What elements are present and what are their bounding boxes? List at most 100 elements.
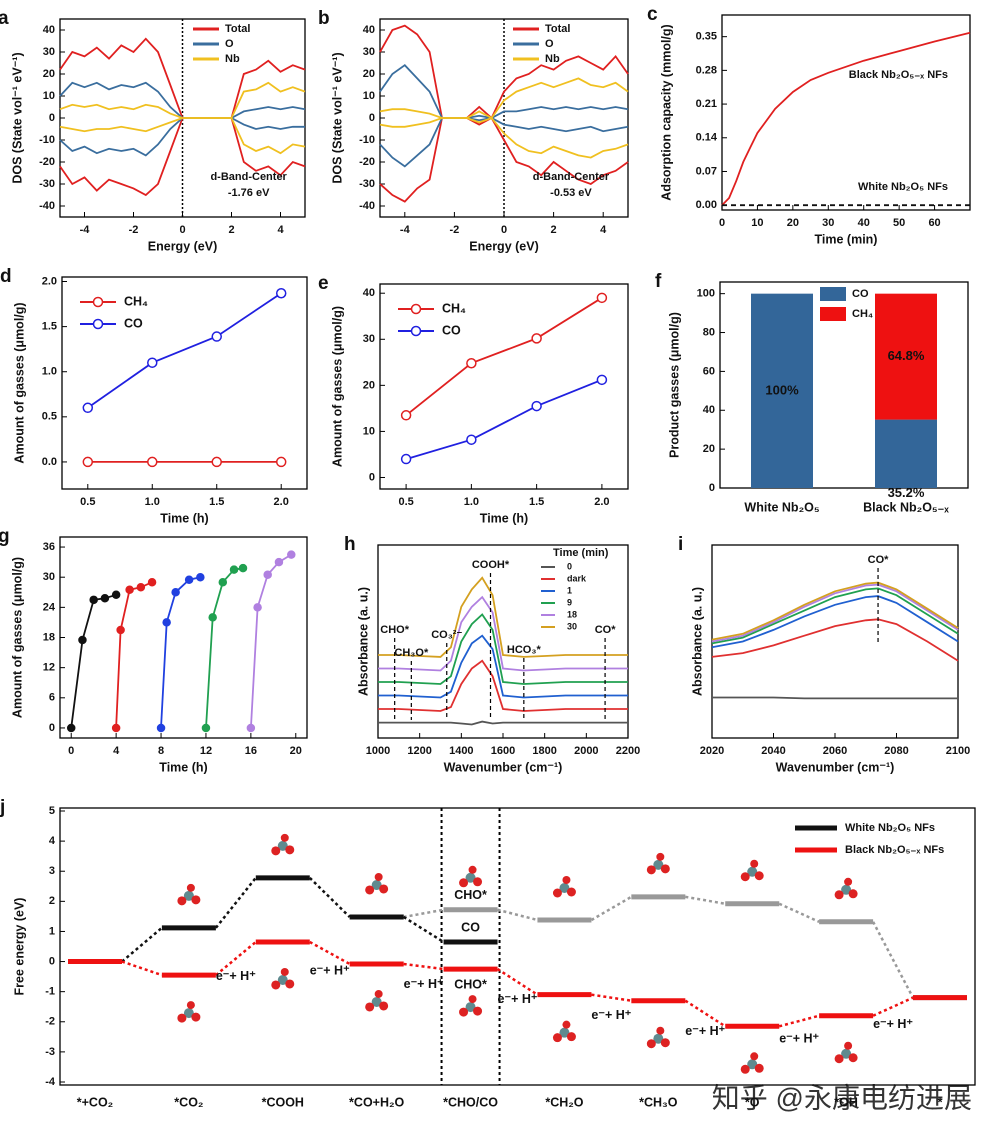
legend-label: CH₄ bbox=[442, 301, 466, 315]
atom bbox=[841, 884, 852, 895]
y-tick-label: 0.00 bbox=[696, 199, 717, 211]
data-point bbox=[274, 557, 284, 567]
y-tick-label: 10 bbox=[43, 90, 55, 102]
series-line bbox=[379, 24, 629, 120]
data-point bbox=[66, 723, 76, 733]
y-tick-label: 1.5 bbox=[42, 321, 57, 333]
series-line bbox=[378, 659, 628, 712]
series-line bbox=[378, 576, 628, 658]
x-tick-label: *CO₂ bbox=[174, 1095, 203, 1109]
atom bbox=[473, 1006, 483, 1016]
series-line bbox=[379, 77, 629, 120]
data-point bbox=[156, 723, 166, 733]
connector bbox=[215, 941, 257, 977]
y-tick-label: 100 bbox=[697, 288, 715, 300]
y-tick-label: 1 bbox=[49, 925, 55, 937]
x-axis-label: Energy (eV) bbox=[469, 239, 538, 253]
data-point bbox=[531, 333, 542, 344]
y-tick-label: 0.35 bbox=[696, 31, 717, 43]
y-tick-label: 0 bbox=[49, 722, 55, 734]
y-tick-label: 2 bbox=[49, 895, 55, 907]
x-tick-label: *+CO₂ bbox=[77, 1095, 113, 1109]
connector bbox=[778, 902, 820, 923]
y-tick-label: 24 bbox=[43, 601, 56, 613]
step-label: e⁻+ H⁺ bbox=[404, 977, 444, 991]
data-point bbox=[531, 400, 542, 412]
y-tick-label: -1 bbox=[45, 986, 55, 998]
y-tick-label: 40 bbox=[703, 404, 715, 416]
atom bbox=[277, 974, 288, 985]
data-point bbox=[111, 590, 121, 600]
plot-frame bbox=[379, 283, 629, 490]
atom bbox=[754, 871, 764, 881]
x-tick-label: 2100 bbox=[946, 745, 970, 757]
x-axis-label: Wavenumber (cm⁻¹) bbox=[444, 760, 563, 774]
y-tick-label: 0.0 bbox=[42, 456, 57, 468]
x-tick-label: 1.5 bbox=[209, 496, 224, 508]
panel-letter: i bbox=[678, 534, 683, 555]
atom bbox=[177, 896, 187, 906]
level-label: CHO* bbox=[454, 977, 487, 991]
x-axis-label: Time (h) bbox=[160, 511, 208, 525]
atom bbox=[468, 865, 477, 874]
y-tick-label: -20 bbox=[359, 156, 375, 168]
x-tick-label: 20 bbox=[290, 745, 302, 757]
x-tick-label: *CH₃O bbox=[639, 1095, 678, 1109]
x-tick-label: 0 bbox=[501, 224, 507, 236]
y-tick-label: 30 bbox=[363, 46, 375, 58]
data-point bbox=[136, 583, 146, 592]
data-point bbox=[596, 292, 608, 304]
series-line bbox=[711, 583, 959, 643]
x-tick-label: 60 bbox=[928, 217, 940, 229]
y-tick-label: -3 bbox=[45, 1046, 55, 1058]
annotation: d-Band-Center bbox=[210, 171, 287, 183]
atom bbox=[562, 1020, 571, 1029]
atom bbox=[365, 885, 375, 895]
connector bbox=[685, 895, 726, 905]
data-point bbox=[466, 357, 477, 369]
series-line bbox=[405, 297, 603, 417]
atom bbox=[844, 1041, 853, 1050]
y-tick-label: 20 bbox=[363, 379, 375, 391]
atom bbox=[653, 1033, 664, 1044]
value-label: 35.2% bbox=[888, 485, 925, 500]
data-point bbox=[263, 570, 272, 579]
data-point bbox=[287, 550, 296, 559]
data-point bbox=[89, 595, 98, 605]
y-axis-label: Absorbance (a. u.) bbox=[690, 587, 704, 696]
data-point bbox=[82, 456, 94, 468]
y-axis-label: DOS (State vol⁻¹ eV⁻¹) bbox=[330, 52, 344, 183]
legend-label: CO bbox=[852, 288, 869, 300]
x-tick-label: -4 bbox=[400, 224, 411, 236]
x-tick-label: 30 bbox=[822, 217, 834, 229]
series-label: Black Nb₂O₅₋ₓ NFs bbox=[849, 69, 948, 81]
y-axis-label: Amount of gasses (μmol/g) bbox=[12, 302, 26, 463]
y-tick-label: 0.5 bbox=[42, 411, 57, 423]
x-tick-label: 1.0 bbox=[145, 496, 160, 508]
y-axis-label: DOS (State vol⁻¹ eV⁻¹) bbox=[10, 52, 24, 183]
atom bbox=[374, 872, 383, 881]
annotation: CHO* bbox=[380, 624, 409, 636]
x-axis-label: Energy (eV) bbox=[148, 239, 217, 253]
series-line bbox=[378, 595, 628, 672]
y-tick-label: 10 bbox=[363, 90, 375, 102]
connector bbox=[403, 908, 444, 919]
atom bbox=[473, 877, 483, 887]
value-label: 64.8% bbox=[888, 348, 925, 363]
connector bbox=[684, 999, 726, 1028]
atom bbox=[459, 878, 469, 888]
data-point bbox=[211, 331, 222, 342]
atom bbox=[844, 877, 853, 886]
atom bbox=[552, 888, 562, 898]
x-tick-label: *COOH bbox=[262, 1095, 304, 1109]
data-point bbox=[184, 575, 194, 584]
bar-segment bbox=[875, 293, 937, 420]
legend-label: White Nb₂O₅ NFs bbox=[845, 822, 935, 834]
legend-label: 18 bbox=[567, 609, 577, 619]
atom bbox=[177, 1013, 187, 1023]
connector bbox=[403, 915, 445, 944]
atom bbox=[191, 1012, 201, 1022]
data-point bbox=[78, 635, 87, 645]
x-tick-label: *CH₂O bbox=[545, 1095, 583, 1109]
